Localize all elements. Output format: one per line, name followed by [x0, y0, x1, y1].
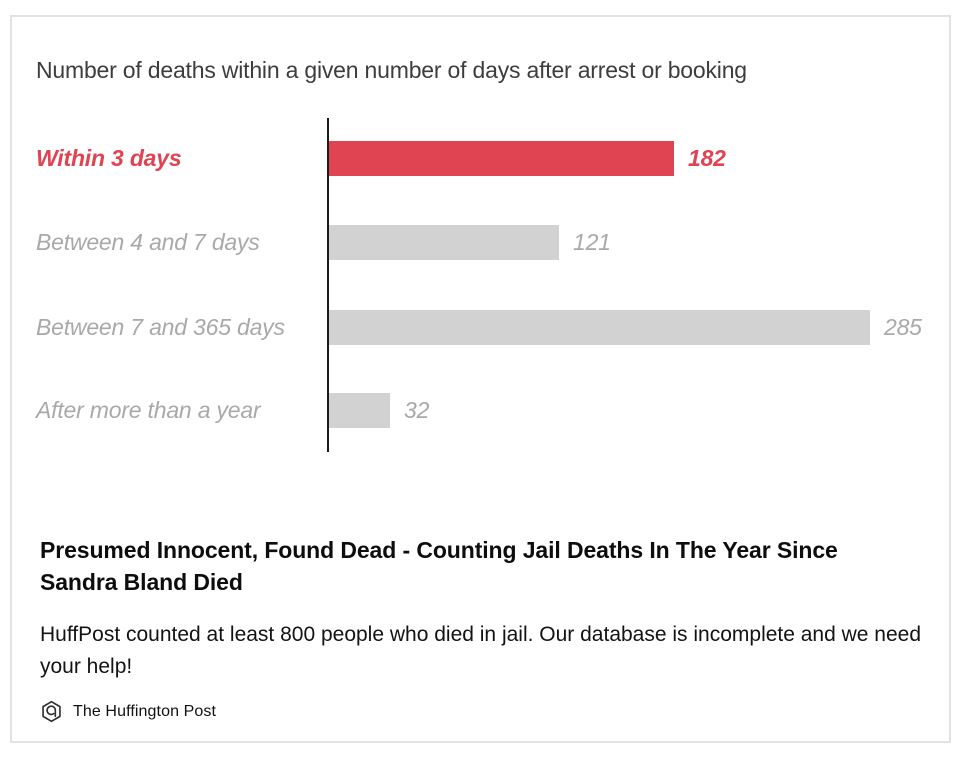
bar-value: 121: [573, 229, 611, 255]
bar-value: 32: [404, 397, 430, 423]
bar: [329, 393, 390, 428]
bar: [329, 141, 674, 176]
article-headline: Presumed Innocent, Found Dead - Counting…: [40, 537, 838, 595]
bar-row-between-4-and-7-days: Between 4 and 7 days 121: [12, 225, 949, 260]
bar-row-between-7-and-365-days: Between 7 and 365 days 285: [12, 310, 949, 345]
bar-row-after-more-than-a-year: After more than a year 32: [12, 393, 949, 428]
article-embed-card[interactable]: Number of deaths within a given number o…: [10, 15, 951, 743]
bar: [329, 225, 559, 260]
bar-row-within-3-days: Within 3 days 182: [12, 141, 949, 176]
bar-value: 285: [884, 314, 922, 340]
source-name: The Huffington Post: [73, 702, 217, 720]
source-attribution: The Huffington Post: [40, 700, 216, 723]
bar-label: After more than a year: [36, 397, 261, 423]
chart-y-axis-line: [327, 118, 329, 452]
bar: [329, 310, 870, 345]
chart-title: Number of deaths within a given number o…: [36, 57, 747, 83]
huffpost-logo-icon: [42, 700, 61, 723]
bar-value: 182: [688, 145, 726, 171]
bar-label: Between 7 and 365 days: [36, 314, 285, 340]
bar-label: Between 4 and 7 days: [36, 229, 260, 255]
article-description: HuffPost counted at least 800 people who…: [40, 623, 922, 678]
bar-label: Within 3 days: [36, 145, 182, 171]
